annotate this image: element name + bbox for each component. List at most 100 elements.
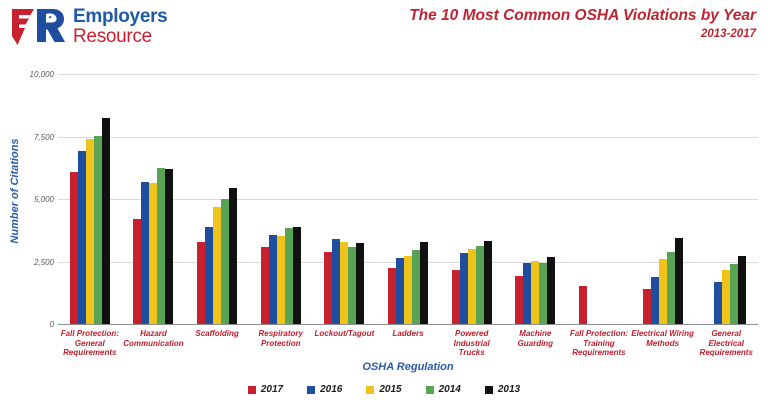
- legend-label: 2014: [438, 384, 461, 395]
- bar-2015: [404, 256, 413, 324]
- bar-2015: [276, 235, 285, 324]
- legend-swatch-icon: [366, 385, 375, 394]
- bar-2013: [101, 117, 110, 324]
- x-axis-line: [58, 324, 758, 325]
- bar-2013: [674, 237, 683, 324]
- bar-2014: [284, 228, 293, 324]
- bar-2013: [292, 227, 301, 324]
- legend-label: 2017: [260, 384, 284, 395]
- bar-2017: [260, 246, 269, 324]
- y-tick-label: 7,500: [33, 132, 54, 142]
- bar-2015: [531, 261, 540, 324]
- bar-2013: [483, 240, 492, 324]
- bar-2014: [666, 252, 675, 324]
- bar-group: [122, 74, 186, 324]
- bar-2017: [515, 275, 524, 324]
- bar-2014: [539, 262, 548, 324]
- legend-swatch-icon: [247, 385, 256, 394]
- chart-title: The 10 Most Common OSHA Violations by Ye…: [409, 7, 756, 24]
- legend: 2017 2016 2015 2014 2013: [0, 384, 768, 395]
- legend-item-2013: 2013: [484, 384, 521, 395]
- bar-group: [631, 74, 695, 324]
- y-tick-label: 0: [49, 320, 54, 329]
- bar-2016: [714, 282, 723, 324]
- category-label: Fall Protection: Training Requirements: [569, 329, 629, 358]
- gridline: [58, 136, 758, 138]
- bar-2014: [475, 246, 484, 324]
- category-label: Fall Protection: General Requirements: [60, 329, 119, 358]
- x-axis-labels: Fall Protection: General Requirements Haz…: [58, 329, 758, 358]
- plot-area: [58, 74, 758, 325]
- bar-2013: [229, 187, 238, 324]
- bar-group: [503, 74, 567, 324]
- bar-2013: [738, 256, 747, 324]
- y-tick-label: 10,000: [29, 70, 54, 79]
- bar-2014: [730, 264, 739, 324]
- y-tick-label: 2,500: [33, 257, 54, 267]
- bar-2017: [69, 171, 78, 324]
- legend-label: 2016: [320, 384, 343, 395]
- bar-2013: [356, 242, 365, 324]
- bar-2014: [93, 136, 102, 324]
- bar-2014: [348, 247, 357, 324]
- chart-subtitle: 2013-2017: [701, 28, 756, 40]
- bar-2016: [205, 226, 214, 324]
- bar-2015: [658, 259, 667, 324]
- bar-2017: [133, 219, 142, 324]
- bar-2016: [77, 151, 86, 324]
- legend-item-2015: 2015: [366, 384, 402, 395]
- logo-line1: Employers: [73, 6, 168, 27]
- legend-label: 2013: [497, 384, 521, 395]
- bar-2016: [268, 234, 277, 324]
- category-label: Respiratory Protection: [258, 329, 303, 348]
- legend-swatch-icon: [484, 385, 493, 394]
- bar-2017: [642, 289, 651, 324]
- bar-2016: [332, 239, 341, 324]
- bar-2017: [388, 268, 397, 324]
- legend-item-2014: 2014: [425, 384, 461, 395]
- bar-group: [58, 74, 122, 324]
- bar-2014: [157, 168, 166, 324]
- y-tick-label: 5,000: [33, 195, 54, 204]
- bar-2013: [547, 257, 556, 324]
- bar-2014: [412, 250, 421, 324]
- bar-2017: [324, 252, 333, 324]
- legend-item-2017: 2017: [247, 384, 284, 395]
- bar-2015: [85, 138, 94, 324]
- bar-2013: [165, 169, 174, 324]
- bar-2017: [197, 241, 206, 324]
- category-label: Lockout/Tagout: [314, 329, 375, 338]
- gridline: [58, 74, 758, 75]
- bar-2015: [722, 270, 731, 324]
- logo: Employers Resource: [10, 6, 168, 48]
- bar-2013: [420, 242, 429, 324]
- bar-group: [185, 74, 249, 324]
- bar-group: [694, 74, 758, 324]
- employers-resource-logo-icon: [12, 9, 65, 45]
- bar-2017: [451, 270, 460, 324]
- bar-2016: [396, 258, 405, 324]
- bar-2017: [578, 286, 587, 324]
- legend-label: 2015: [379, 384, 402, 395]
- category-label: Hazard Communication: [123, 329, 184, 348]
- bar-2015: [213, 206, 222, 324]
- bar-2016: [141, 182, 150, 324]
- logo-line2: Resource: [73, 26, 152, 47]
- bar-2016: [459, 252, 468, 324]
- logo-text: Employers Resource: [73, 6, 168, 47]
- category-label: Powered Industrial Trucks: [453, 329, 490, 358]
- bar-2014: [221, 199, 230, 324]
- bar-group: [440, 74, 504, 324]
- bar-group: [249, 74, 313, 324]
- bar-group: [376, 74, 440, 324]
- legend-swatch-icon: [307, 385, 316, 394]
- bar-groups: [58, 74, 758, 324]
- bar-2015: [149, 182, 158, 324]
- x-axis-title: OSHA Regulation: [362, 361, 454, 373]
- gridline: [58, 199, 758, 200]
- bar-2016: [650, 276, 659, 324]
- bar-2015: [340, 241, 349, 324]
- bar-2016: [523, 262, 532, 324]
- category-label: General Electrical Requirements: [699, 329, 753, 358]
